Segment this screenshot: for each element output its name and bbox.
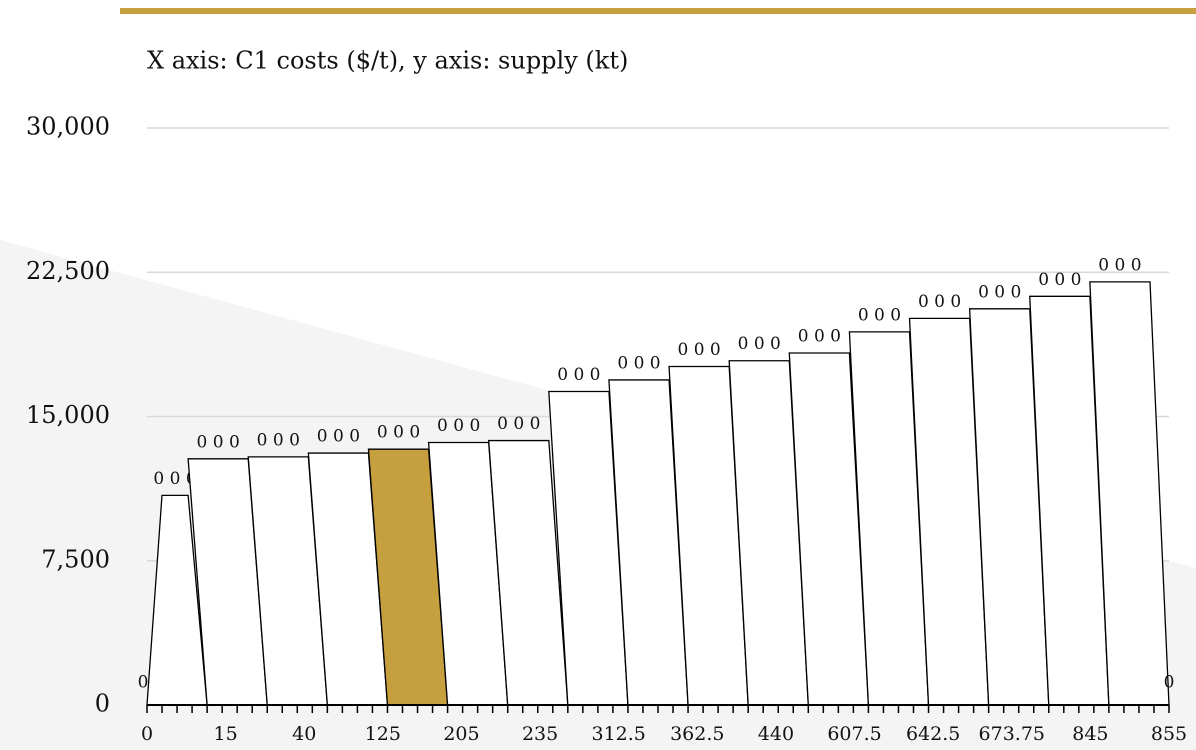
segment-label: 0 0 0 — [257, 430, 300, 450]
segment-label: 0 0 0 — [1038, 270, 1081, 290]
x-tick-label: 205 — [443, 723, 479, 745]
y-tick-label: 7,500 — [41, 545, 110, 573]
segment-label: 0 0 0 — [1098, 255, 1141, 275]
x-tick-label: 440 — [758, 723, 794, 745]
segment-label: 0 0 0 — [677, 340, 720, 360]
segment-label: 0 0 0 — [317, 427, 360, 447]
x-tick-label: 845 — [1072, 723, 1108, 745]
segment-label: 0 0 0 — [437, 416, 480, 436]
segment-label: 0 0 0 — [197, 432, 240, 452]
x-tick-label: 125 — [365, 723, 401, 745]
x-tick-label: 362.5 — [670, 723, 724, 745]
segment-label: 0 0 0 — [858, 305, 901, 325]
x-tick-label: 0 — [141, 723, 153, 745]
segment-label: 0 0 0 — [377, 423, 420, 443]
x-tick-label: 642.5 — [906, 723, 960, 745]
y-tick-label: 0 — [95, 690, 110, 718]
x-tick-label: 15 — [214, 723, 238, 745]
segment-label: 0 0 0 — [738, 334, 781, 354]
x-tick-label: 312.5 — [591, 723, 645, 745]
segment-label: 0 0 0 — [557, 365, 600, 385]
end-label: 0 — [1164, 673, 1175, 693]
x-tick-label: 235 — [522, 723, 558, 745]
y-tick-label: 15,000 — [26, 401, 110, 429]
segment-label: 0 0 0 — [153, 469, 196, 489]
end-label: 0 — [138, 673, 149, 693]
top-bar — [120, 8, 1196, 14]
x-tick-label: 40 — [292, 723, 316, 745]
x-tick-label: 607.5 — [827, 723, 881, 745]
segment-label: 0 0 0 — [497, 414, 540, 434]
chart-title: X axis: C1 costs ($/t), y axis: supply (… — [147, 47, 628, 75]
x-tick-label: 673.75 — [979, 723, 1045, 745]
segment-label: 0 0 0 — [978, 282, 1021, 302]
segment-label: 0 0 0 — [918, 292, 961, 312]
x-tick-label: 855 — [1151, 723, 1187, 745]
segment-label: 0 0 0 — [617, 353, 660, 373]
y-tick-label: 22,500 — [26, 257, 110, 285]
segment-label: 0 0 0 — [798, 327, 841, 347]
y-tick-label: 30,000 — [26, 113, 110, 141]
